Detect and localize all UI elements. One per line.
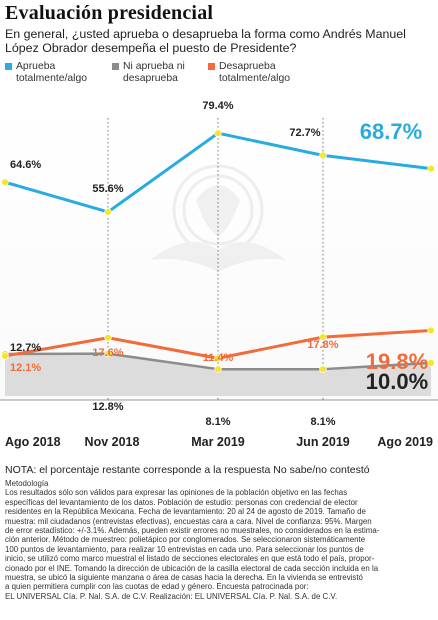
- value-label-aprueba: 64.6%: [10, 159, 41, 171]
- value-label-desaprueba: 12.1%: [10, 362, 41, 374]
- legend-swatch-aprueba: [5, 63, 12, 70]
- legend-swatch-desaprueba: [208, 63, 215, 70]
- methodology-line: específicas del levantamiento de los dat…: [5, 497, 358, 507]
- methodology-line: muestra: mil ciudadanos (entrevistas efe…: [5, 516, 372, 526]
- data-point-aprueba: [104, 208, 112, 216]
- data-point-aprueba: [319, 151, 327, 160]
- methodology-line: a quien permitiera cumplir con las cuota…: [5, 582, 309, 592]
- methodology-line: de error estadístico: +/-3.1%. Además, p…: [5, 526, 380, 536]
- data-point-aprueba: [427, 164, 435, 173]
- chart-subtitle: En general, ¿usted aprueba o desaprueba …: [5, 27, 406, 55]
- methodology-line: inicio, se utilizó como marco muestral e…: [5, 554, 375, 564]
- value-label-ni-aprueba: 8.1%: [205, 416, 230, 428]
- methodology-line: EL UNIVERSAL Cía. P. Nal. S.A. de C.V. R…: [5, 591, 338, 601]
- methodology-line: cionado por el INE. Tomando la dirección…: [5, 563, 379, 573]
- value-label-ni-aprueba: 12.8%: [92, 401, 123, 413]
- value-label-aprueba: 72.7%: [289, 127, 320, 139]
- value-label-ni-aprueba: 10.0%: [366, 369, 428, 394]
- value-label-desaprueba: 19.8%: [366, 349, 428, 374]
- methodology-line: Los resultados sólo son válidos para exp…: [5, 488, 348, 498]
- value-label-aprueba: 68.7%: [360, 119, 422, 144]
- data-point-aprueba: [214, 129, 222, 137]
- legend-label-desaprueba: Desaprueba totalmente/algo: [219, 61, 291, 84]
- value-label-desaprueba: 17.6%: [92, 347, 123, 359]
- value-label-ni-aprueba: 8.1%: [310, 416, 335, 428]
- legend-item-desaprueba: Desaprueba totalmente/algo: [208, 61, 305, 85]
- legend-item-aprueba: Aprueba totalmente/algo: [5, 61, 98, 85]
- data-point-ni-aprueba: [427, 359, 435, 367]
- data-point-ni-aprueba: [214, 365, 222, 373]
- value-label-ni-aprueba: 12.7%: [10, 342, 41, 354]
- methodology-line: ción anterior. Método de muestreo: polie…: [5, 535, 366, 545]
- methodology-line: muestra, se ubicó la siguiente manzana o…: [5, 573, 363, 583]
- methodology-title: Metodología: [5, 479, 49, 488]
- data-point-ni-aprueba: [319, 365, 327, 373]
- line-chart: 64.6% 55.6% 79.4% 72.7% 68.7% 12.7% 12.8% 8.1% 8…: [0, 100, 438, 449]
- data-point-desaprueba: [427, 326, 435, 335]
- legend-label-ni-aprueba: Ni aprueba ni desaprueba: [123, 61, 185, 84]
- value-label-desaprueba: 17.8%: [307, 339, 338, 351]
- x-tick-label: Jun 2019: [296, 435, 350, 449]
- chart-title: Evaluación presidencial: [5, 2, 214, 24]
- x-tick-label: Mar 2019: [191, 435, 245, 449]
- plot-background: [0, 100, 438, 400]
- data-point-desaprueba: [104, 334, 112, 342]
- data-point-ni-aprueba: [104, 349, 112, 358]
- x-tick-label: Nov 2018: [85, 435, 140, 449]
- footnote: NOTA: el porcentaje restante corresponde…: [5, 464, 370, 476]
- data-point-desaprueba: [319, 333, 327, 341]
- methodology-line: residentes en la República Mexicana. Fec…: [5, 507, 366, 517]
- legend-swatch-ni-aprueba: [112, 63, 119, 70]
- x-tick-label: Ago 2019: [377, 435, 433, 449]
- value-label-desaprueba: 11.4%: [203, 352, 234, 364]
- value-label-aprueba: 79.4%: [202, 100, 233, 112]
- data-point-desaprueba: [1, 352, 9, 360]
- area-ni-aprueba: [5, 353, 431, 396]
- data-point-desaprueba: [214, 354, 222, 362]
- legend-item-ni-aprueba: Ni aprueba ni desaprueba: [112, 61, 199, 85]
- legend-label-aprueba: Aprueba totalmente/algo: [16, 61, 88, 84]
- x-tick-label: Ago 2018: [5, 435, 61, 449]
- methodology-line: 100 puntos de levantamiento, para realiz…: [5, 544, 364, 554]
- value-label-aprueba: 55.6%: [92, 183, 123, 195]
- methodology-block: Metodología Los resultados sólo son váli…: [5, 479, 435, 601]
- data-point-aprueba: [1, 178, 9, 186]
